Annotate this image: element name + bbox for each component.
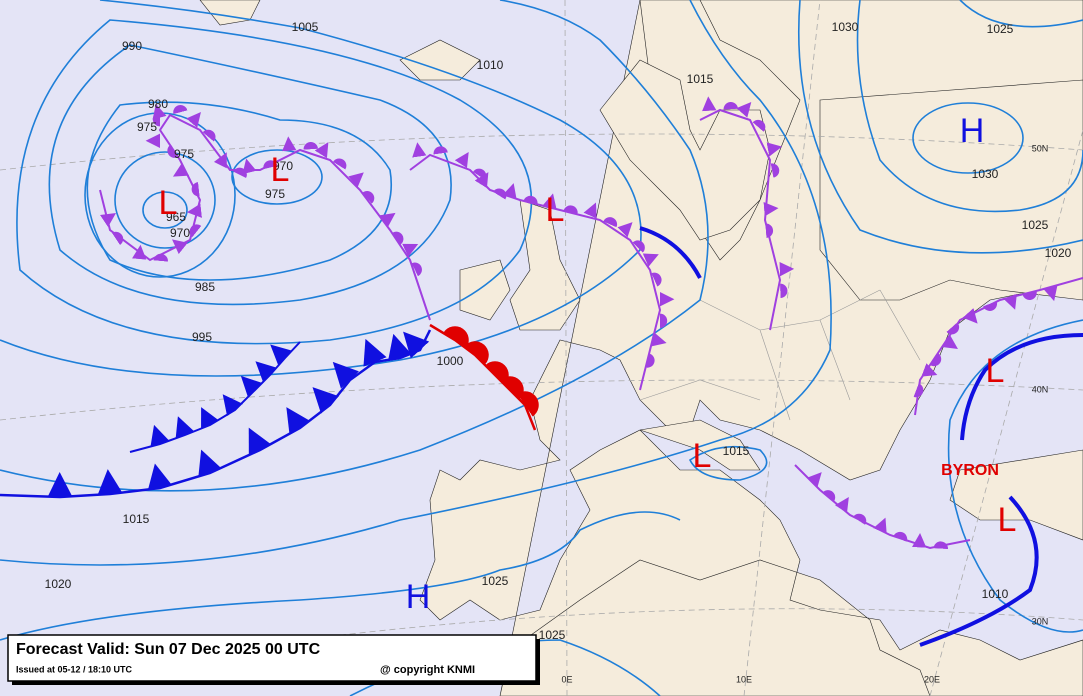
isobar-label: 1020 [45,577,72,591]
isobar-label: 975 [265,187,285,201]
issued-time: Issued at 05-12 / 18:10 UTC [16,664,133,674]
high-center: H [960,112,985,150]
isobar-label: 1005 [292,20,319,34]
isobar-label: 1025 [539,628,566,642]
isobar-label: 995 [192,330,212,344]
isobar-label: 1030 [832,20,859,34]
storm-name: BYRON [941,462,999,479]
grid-label: 30N [1032,616,1049,626]
low-center: L [271,151,290,189]
grid-labels: 50N 40N 30N 0E 10E 20E [561,143,1048,684]
forecast-valid: Forecast Valid: Sun 07 Dec 2025 00 UTC [16,641,321,658]
isobar-label: 970 [170,226,190,240]
grid-label: 50N [1032,143,1049,153]
isobar-label: 970 [273,159,293,173]
isobar-label: 1025 [987,22,1014,36]
isobar-label: 1015 [123,512,150,526]
pressure-centers: L L L L L L H H BYRON [159,112,1017,616]
isobar-label: 975 [174,147,194,161]
low-center: L [693,437,712,475]
low-center: L [546,191,565,229]
isobar-label: 1025 [482,574,509,588]
low-center: L [986,352,1005,390]
grid-label: 10E [736,674,752,684]
isobar-label: 1015 [723,444,750,458]
isobar-label: 1000 [437,354,464,368]
isobar-label: 1010 [982,587,1009,601]
forecast-box: Forecast Valid: Sun 07 Dec 2025 00 UTC I… [7,634,540,685]
fronts [0,96,1083,647]
copyright: @ copyright KNMI [380,664,475,676]
isobar-label: 1030 [972,167,999,181]
isobar-label: 985 [195,280,215,294]
isobar-label: 980 [148,97,168,111]
grid-label: 0E [561,674,572,684]
isobar-label: 1015 [687,72,714,86]
grid-label: 20E [924,674,940,684]
isobar-label: 990 [122,39,142,53]
isobar-labels: 1005 1010 990 980 975 975 970 975 965 97… [45,20,1072,642]
isobar-label: 975 [137,120,157,134]
isobar-label: 965 [166,210,186,224]
isobar-label: 1020 [1045,246,1072,260]
isobar-label: 1025 [1022,218,1049,232]
low-center: L [159,184,178,222]
isobar-label: 1010 [477,58,504,72]
grid-label: 40N [1032,384,1049,394]
high-center: H [406,578,431,616]
low-center: L [998,501,1017,539]
